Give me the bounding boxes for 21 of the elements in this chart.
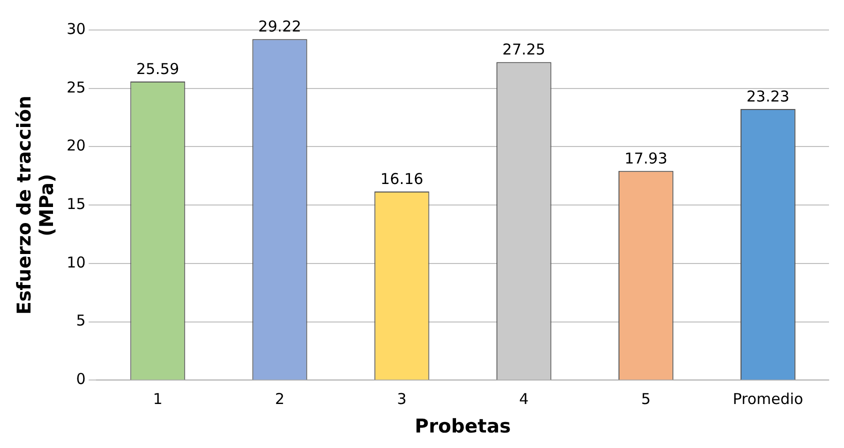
data-label: 23.23 — [746, 87, 790, 106]
x-tick-label: 5 — [641, 390, 651, 408]
x-tick-label: 4 — [519, 390, 529, 408]
data-label: 27.25 — [502, 40, 546, 58]
y-tick-label: 30 — [66, 20, 86, 38]
y-tick-label: 15 — [66, 194, 86, 213]
x-tick-label: 1 — [152, 390, 162, 408]
x-tick-label: Promedio — [732, 390, 804, 408]
x-axis-title: Probetas — [414, 416, 511, 438]
y-tick-label: 25 — [66, 78, 86, 96]
data-label: 25.59 — [136, 60, 180, 78]
y-tick-label: 5 — [76, 312, 86, 330]
data-label: 17.93 — [624, 149, 668, 168]
data-label: 29.22 — [258, 17, 302, 36]
x-tick-label: 3 — [397, 390, 407, 408]
data-label: 16.16 — [380, 170, 424, 188]
y-axis-title: Esfuerzo de tracción (MPa) — [13, 96, 58, 315]
y-tick-label: 20 — [66, 136, 86, 155]
y-tick-label: 10 — [66, 253, 86, 272]
y-tick-label: 0 — [76, 370, 86, 388]
x-tick-label: 2 — [274, 390, 285, 408]
